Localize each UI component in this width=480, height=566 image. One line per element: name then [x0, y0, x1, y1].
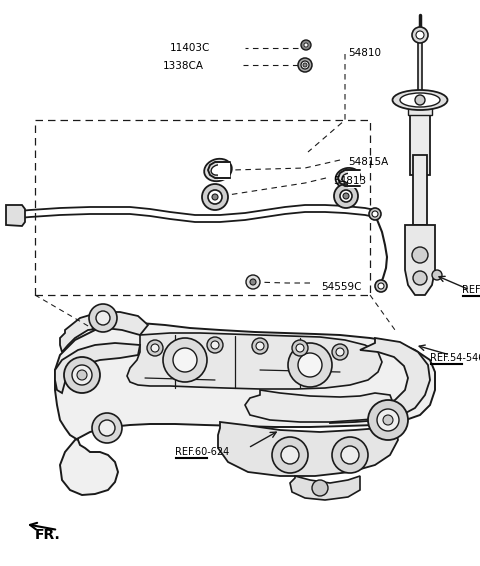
Circle shape	[368, 400, 408, 440]
Polygon shape	[348, 170, 360, 188]
Circle shape	[250, 279, 256, 285]
Polygon shape	[127, 333, 382, 389]
Circle shape	[256, 342, 264, 350]
Ellipse shape	[204, 159, 232, 181]
Circle shape	[298, 58, 312, 72]
Circle shape	[211, 341, 219, 349]
Polygon shape	[218, 422, 398, 476]
Polygon shape	[60, 312, 148, 352]
Circle shape	[432, 270, 442, 280]
Circle shape	[298, 353, 322, 377]
Circle shape	[341, 446, 359, 464]
Circle shape	[281, 446, 299, 464]
Circle shape	[92, 413, 122, 443]
Circle shape	[303, 63, 307, 67]
Ellipse shape	[211, 165, 225, 175]
Polygon shape	[405, 225, 435, 295]
Text: 54815A: 54815A	[348, 157, 388, 167]
Circle shape	[151, 344, 159, 352]
Text: 1338CA: 1338CA	[163, 61, 204, 71]
Circle shape	[378, 283, 384, 289]
Text: REF.60-624: REF.60-624	[175, 447, 229, 457]
Circle shape	[334, 184, 358, 208]
Circle shape	[416, 31, 424, 39]
Circle shape	[246, 275, 260, 289]
Circle shape	[301, 61, 309, 69]
Text: 11403C: 11403C	[170, 43, 210, 53]
Ellipse shape	[400, 93, 440, 107]
Circle shape	[208, 190, 222, 204]
Circle shape	[312, 480, 328, 496]
Text: REF.54-546: REF.54-546	[430, 353, 480, 363]
Ellipse shape	[393, 90, 447, 110]
Polygon shape	[245, 390, 395, 422]
Circle shape	[272, 437, 308, 473]
Circle shape	[72, 365, 92, 385]
Circle shape	[332, 437, 368, 473]
Polygon shape	[55, 343, 140, 393]
Circle shape	[77, 370, 87, 380]
Circle shape	[202, 184, 228, 210]
Circle shape	[163, 338, 207, 382]
Circle shape	[383, 415, 393, 425]
Circle shape	[96, 311, 110, 325]
Circle shape	[207, 337, 223, 353]
Circle shape	[332, 344, 348, 360]
Text: REF.54-546: REF.54-546	[462, 285, 480, 295]
Circle shape	[377, 409, 399, 431]
Circle shape	[412, 247, 428, 263]
Polygon shape	[418, 35, 422, 100]
Circle shape	[99, 420, 115, 436]
Polygon shape	[6, 205, 25, 226]
Circle shape	[412, 27, 428, 43]
Circle shape	[375, 280, 387, 292]
Text: 54810: 54810	[348, 48, 381, 58]
Ellipse shape	[342, 173, 354, 183]
Circle shape	[340, 190, 352, 202]
Circle shape	[292, 340, 308, 356]
Circle shape	[64, 357, 100, 393]
Polygon shape	[410, 100, 430, 175]
Circle shape	[147, 340, 163, 356]
Circle shape	[212, 194, 218, 200]
Circle shape	[415, 95, 425, 105]
Circle shape	[301, 40, 311, 50]
Circle shape	[343, 193, 349, 199]
Text: 54559C: 54559C	[321, 282, 361, 292]
Circle shape	[369, 208, 381, 220]
Circle shape	[372, 211, 378, 217]
Polygon shape	[290, 476, 360, 500]
Circle shape	[336, 348, 344, 356]
Circle shape	[173, 348, 197, 372]
Polygon shape	[330, 338, 430, 423]
Polygon shape	[218, 162, 230, 180]
Circle shape	[296, 344, 304, 352]
Text: 54813: 54813	[333, 176, 366, 186]
Circle shape	[288, 343, 332, 387]
Text: FR.: FR.	[35, 528, 61, 542]
Polygon shape	[55, 323, 435, 495]
Bar	[35, 120, 370, 295]
Polygon shape	[8, 206, 22, 224]
Circle shape	[89, 304, 117, 332]
Circle shape	[304, 43, 308, 47]
Polygon shape	[413, 155, 427, 225]
Circle shape	[252, 338, 268, 354]
Polygon shape	[408, 105, 432, 115]
Ellipse shape	[336, 168, 360, 188]
Circle shape	[413, 271, 427, 285]
